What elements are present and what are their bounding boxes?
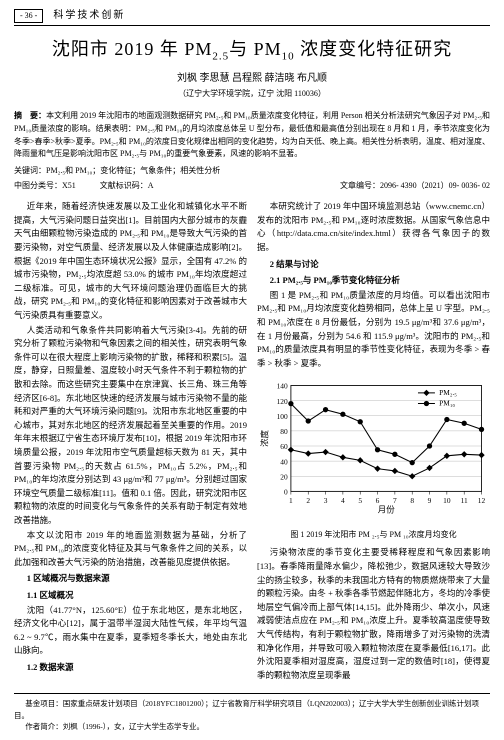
page-header: - 36 - 科学技术创新 [14,8,490,26]
para: 沈阳（41.77°N，125.60°E）位于东北地区，是东北地区，经济文化中心[… [14,604,247,658]
svg-text:3: 3 [324,496,328,505]
figure-caption: 图 1 2019 年沈阳市 PM ₂.₅与 PM ₁₀浓度月均变化 [257,529,490,542]
svg-text:11: 11 [461,496,468,505]
svg-text:4: 4 [341,496,345,505]
svg-text:9: 9 [428,496,432,505]
svg-text:20: 20 [280,473,288,482]
subsection-heading: 1.1 区域概况 [14,589,247,603]
section-heading: 1 区域概况与数据来源 [14,572,247,586]
para: 本文以沈阳市 2019 年的地面监测数据为基础，分析了 PM₂.₅和 PM₁₀的… [14,529,247,570]
svg-text:80: 80 [280,427,288,436]
article-id: 文章编号：2096- 4390（2021）09- 0036- 02 [340,180,490,192]
article-title: 沈阳市 2019 年 PM2.5与 PM10 浓度变化特征研究 [14,36,490,65]
svg-text:40: 40 [280,458,288,467]
svg-text:PM₂.₅: PM₂.₅ [439,388,457,397]
svg-text:0: 0 [284,488,288,497]
svg-text:2: 2 [306,496,310,505]
para: 本研究统计了 2019 年中国环境监测总站（www.cnemc.cn）发布的沈阳… [257,200,490,254]
para: 污染物浓度的季节变化主要受稀释程度和气象因素影响[13]。春季降雨量降水偏少，降… [257,546,490,682]
affiliation: （辽宁大学环境学院，辽宁 沈阳 110036） [14,88,490,100]
keywords: 关键词：PM₂.₅和 PM₁₀；变化特征；气象条件；相关性分析 [14,165,490,177]
clc-code: 中图分类号：X51 文献标识码：A [14,180,154,192]
svg-text:8: 8 [410,496,414,505]
svg-text:5: 5 [358,496,362,505]
journal-name: 科学技术创新 [53,8,125,23]
svg-text:100: 100 [277,412,288,421]
svg-text:60: 60 [280,443,288,452]
svg-text:月份: 月份 [378,505,395,515]
svg-text:1: 1 [289,496,293,505]
body-columns: 近年来，随着经济快速发展以及工业化和城镇化水平不断提高，大气污染问题日益突出[1… [14,200,490,683]
svg-text:120: 120 [277,397,288,406]
svg-text:浓度: 浓度 [260,430,270,447]
para: 近年来，随着经济快速发展以及工业化和城镇化水平不断提高，大气污染问题日益突出[1… [14,200,247,322]
svg-text:PM₁₀: PM₁₀ [439,399,455,408]
authors: 刘枫 李思慧 吕程熙 薛洁晓 布凡顺 [14,71,490,86]
svg-text:10: 10 [443,496,451,505]
para: 图 1 是 PM₂.₅和 PM₁₀质量浓度的月均值。可以看出沈阳市 PM₂.₅和… [257,289,490,371]
funding: 基金项目：国家重点研发计划项目（2018YFC1801200）；辽宁省教育厅科学… [14,698,490,721]
svg-text:12: 12 [478,496,486,505]
column-right: 本研究统计了 2019 年中国环境监测总站（www.cnemc.cn）发布的沈阳… [257,200,490,683]
section-heading: 2 结果与讨论 [257,258,490,272]
abstract: 摘 要：本文利用 2019 年沈阳市的地面观测数据研究 PM₂.₅和 PM₁₀质… [14,110,490,161]
subsection-heading: 2.1 PM₂.₅与 PM₁₀季节变化特征分析 [257,274,490,288]
svg-text:140: 140 [277,382,288,391]
column-left: 近年来，随着经济快速发展以及工业化和城镇化水平不断提高，大气污染问题日益突出[1… [14,200,247,683]
author-bio: 作者简介：刘枫（1996-），女，辽宁大学生态学专业。 [14,721,490,732]
page-number: - 36 - [14,9,43,23]
subsection-heading: 1.2 数据来源 [14,661,247,675]
line-chart: 020406080100120140123456789101112PM₂.₅PM… [257,377,490,515]
para: 人类活动和气象条件共同影响着大气污染[3-4]。先前的研究分析了颗粒污染物和气象… [14,324,247,528]
metadata-row: 中图分类号：X51 文献标识码：A 文章编号：2096- 4390（2021）0… [14,180,490,192]
